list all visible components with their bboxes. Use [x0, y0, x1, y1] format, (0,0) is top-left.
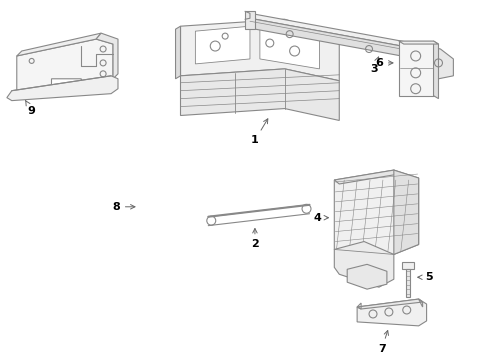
Polygon shape: [402, 262, 414, 269]
Polygon shape: [245, 11, 255, 29]
Polygon shape: [17, 33, 101, 56]
Polygon shape: [180, 69, 339, 121]
Text: 4: 4: [314, 213, 328, 223]
Polygon shape: [7, 76, 118, 100]
Polygon shape: [434, 41, 439, 99]
Text: 2: 2: [251, 229, 259, 249]
Polygon shape: [180, 19, 339, 81]
Polygon shape: [399, 41, 434, 96]
Text: 6: 6: [375, 58, 393, 68]
Polygon shape: [96, 33, 118, 79]
Polygon shape: [399, 41, 439, 44]
Text: 9: 9: [25, 100, 36, 116]
Polygon shape: [429, 46, 453, 79]
Polygon shape: [357, 299, 422, 309]
Polygon shape: [334, 242, 394, 287]
Text: 5: 5: [418, 272, 432, 282]
Polygon shape: [250, 18, 429, 61]
Polygon shape: [175, 26, 180, 79]
Text: 8: 8: [112, 202, 135, 212]
Polygon shape: [334, 170, 418, 260]
Text: 7: 7: [378, 330, 389, 354]
Polygon shape: [17, 39, 113, 91]
Text: 1: 1: [251, 119, 268, 145]
Polygon shape: [357, 299, 427, 326]
Polygon shape: [260, 24, 319, 69]
Polygon shape: [196, 26, 250, 64]
Polygon shape: [347, 264, 387, 289]
Polygon shape: [394, 170, 418, 255]
Text: 3: 3: [370, 57, 379, 74]
Polygon shape: [334, 170, 399, 184]
Polygon shape: [250, 13, 439, 56]
Polygon shape: [406, 269, 410, 297]
